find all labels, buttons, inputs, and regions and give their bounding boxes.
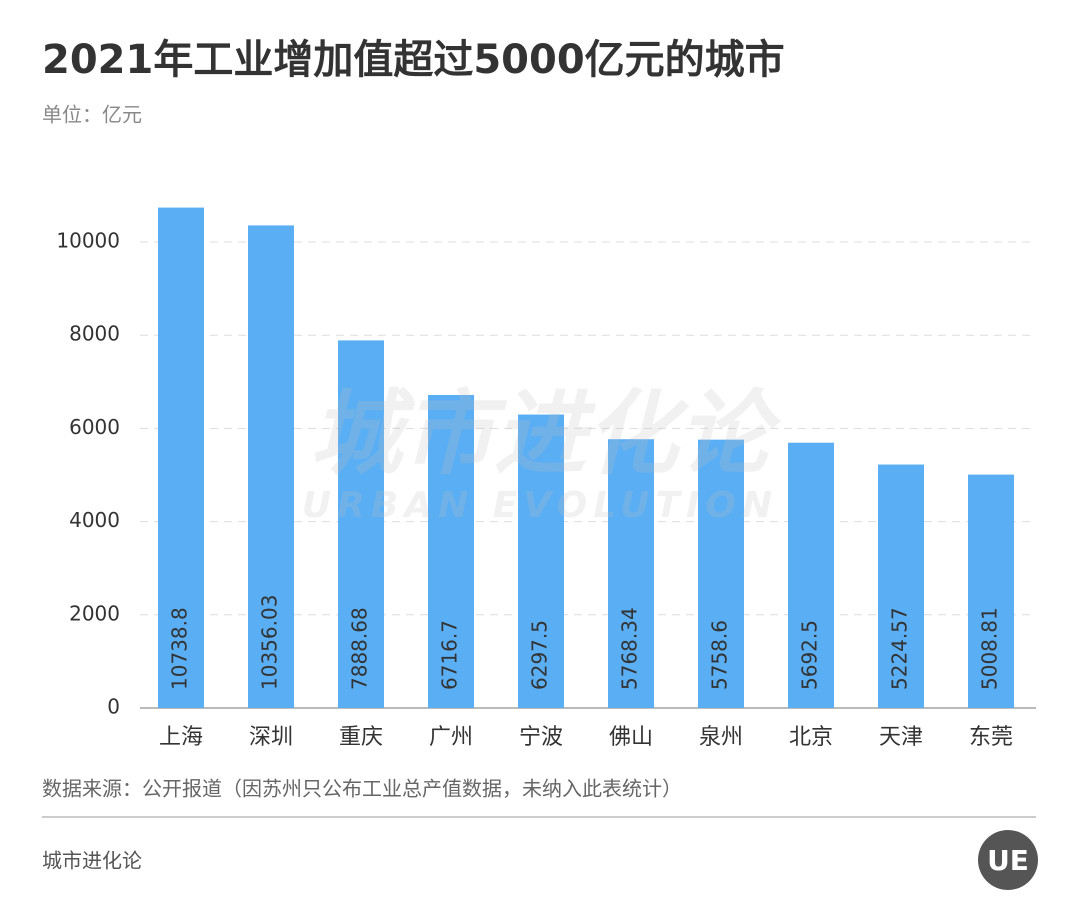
x-tick-label: 深圳 [249, 725, 293, 750]
logo-circle [978, 830, 1038, 890]
x-tick-label: 佛山 [609, 725, 653, 750]
bar [968, 474, 1014, 708]
value-label: 6297.5 [528, 620, 552, 690]
bar [428, 395, 474, 708]
x-tick-label: 北京 [789, 725, 833, 750]
bar [608, 439, 654, 708]
x-tick-label: 天津 [879, 725, 923, 750]
watermark: 城市进化论 [310, 380, 782, 487]
bar [248, 225, 294, 708]
x-tick-label: 泉州 [699, 725, 743, 750]
x-tick-label: 东莞 [969, 725, 1013, 750]
value-label: 5768.34 [618, 607, 642, 690]
x-tick-label: 重庆 [339, 725, 383, 750]
value-label: 5224.57 [888, 607, 912, 690]
bar [518, 414, 564, 708]
value-label: 5692.5 [798, 620, 822, 690]
value-label: 5008.81 [978, 607, 1002, 690]
value-label: 10738.8 [168, 607, 192, 690]
y-tick-label: 10000 [56, 229, 120, 253]
bar [698, 439, 744, 708]
subtitle: 单位：亿元 [42, 103, 142, 127]
x-tick-label: 上海 [159, 725, 203, 750]
value-label: 6716.7 [438, 620, 462, 690]
bar [878, 464, 924, 708]
value-label: 10356.03 [258, 595, 282, 690]
y-tick-label: 4000 [69, 508, 120, 532]
footer: 城市进化论 [42, 849, 142, 873]
y-tick-label: 0 [107, 695, 120, 719]
x-tick-label: 广州 [429, 725, 473, 750]
x-tick-label: 宁波 [519, 725, 563, 750]
logo: UE [987, 844, 1029, 877]
source-note: 数据来源：公开报道（因苏州只公布工业总产值数据，未纳入此表统计） [42, 777, 682, 801]
bar [788, 442, 834, 708]
bar [338, 340, 384, 708]
chart-title: 2021年工业增加值超过5000亿元的城市 [42, 37, 785, 83]
watermark: URBAN EVOLUTION [302, 485, 778, 526]
value-label: 5758.6 [708, 620, 732, 690]
bar [158, 207, 204, 709]
value-label: 7888.68 [348, 607, 372, 690]
y-tick-label: 2000 [69, 601, 120, 625]
y-tick-label: 6000 [69, 415, 120, 439]
y-tick-label: 8000 [69, 322, 120, 346]
